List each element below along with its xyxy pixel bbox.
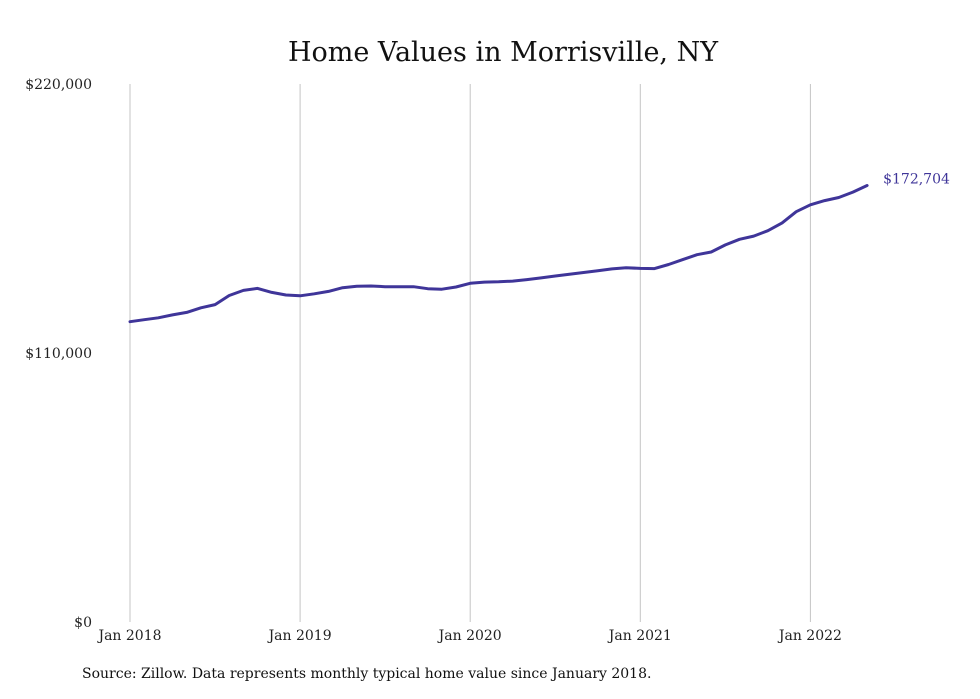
x-axis-ticks: Jan 2018 Jan 2019 Jan 2020 Jan 2021 Jan 2022	[96, 628, 841, 644]
gridlines	[129, 84, 811, 622]
y-tick-label: $0	[74, 615, 92, 631]
x-tick-label: Jan 2022	[777, 628, 842, 644]
chart-title: Home Values in Morrisville, NY	[288, 37, 719, 68]
source-note: Source: Zillow. Data represents monthly …	[82, 666, 652, 682]
line-chart: Home Values in Morrisville, NY $220,000$…	[25, 37, 950, 644]
y-axis-ticks: $220,000 $110,000 $0	[25, 77, 92, 631]
series-layer	[128, 184, 869, 324]
y-tick-label: $110,000	[25, 346, 92, 362]
end-value-label: $172,704	[883, 171, 950, 187]
series-line	[128, 184, 869, 324]
x-tick-label: Jan 2018	[96, 628, 161, 644]
y-tick-label: $220,000	[25, 77, 92, 93]
x-tick-label: Jan 2020	[437, 628, 502, 644]
x-tick-label: Jan 2019	[267, 628, 332, 644]
x-tick-label: Jan 2021	[607, 628, 672, 644]
